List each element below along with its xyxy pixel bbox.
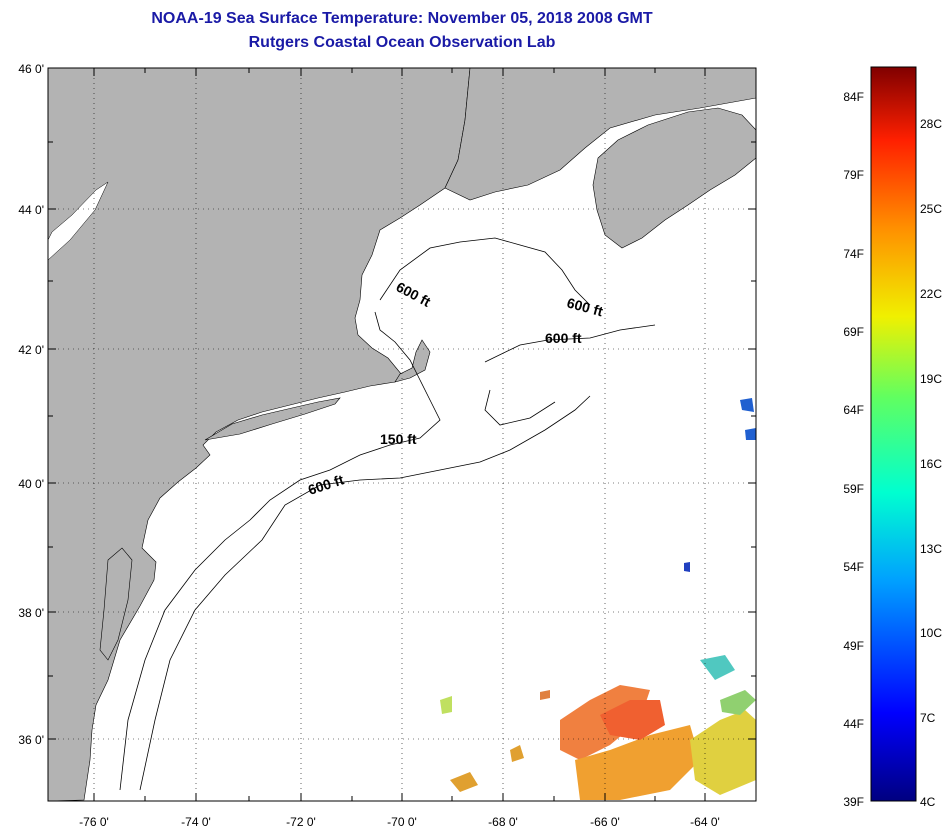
fahrenheit-label: 84F [843, 90, 864, 104]
lon-label: -64 0' [690, 815, 720, 829]
lon-label: -66 0' [590, 815, 620, 829]
fahrenheit-label: 39F [843, 795, 864, 809]
axis-ticks [48, 67, 756, 801]
land-long-island [204, 397, 341, 441]
fahrenheit-label: 79F [843, 168, 864, 182]
land-canada [444, 68, 756, 201]
fahrenheit-scale: 84F 79F 74F 69F 64F 59F 54F 49F 44F 39F [843, 90, 864, 809]
contour-gulf-of-maine [379, 237, 591, 306]
lon-label: -72 0' [286, 815, 316, 829]
fahrenheit-label: 64F [843, 403, 864, 417]
lon-label: -76 0' [79, 815, 109, 829]
fahrenheit-label: 44F [843, 717, 864, 731]
sst-data-overlay [440, 398, 756, 800]
land-cape-cod [394, 339, 431, 383]
lat-label: 40 0' [18, 477, 44, 491]
fahrenheit-label: 59F [843, 482, 864, 496]
contour-label: 150 ft [380, 431, 417, 447]
lat-label: 36 0' [18, 733, 44, 747]
celsius-label: 10C [920, 626, 942, 640]
fahrenheit-label: 54F [843, 560, 864, 574]
lon-label: -70 0' [387, 815, 417, 829]
contour-150ft [119, 311, 441, 791]
lat-label: 46 0' [18, 62, 44, 76]
fahrenheit-label: 74F [843, 247, 864, 261]
celsius-scale: 28C 25C 22C 19C 16C 13C 10C 7C 4C [920, 117, 942, 809]
fahrenheit-label: 69F [843, 325, 864, 339]
lat-axis-labels: 46 0' 44 0' 42 0' 40 0' 38 0' 36 0' [18, 62, 44, 747]
contour-label: 600 ft [545, 330, 582, 346]
lon-axis-labels: -76 0' -74 0' -72 0' -70 0' -68 0' -66 0… [79, 815, 720, 829]
lat-label: 44 0' [18, 203, 44, 217]
celsius-label: 16C [920, 457, 942, 471]
land-us-mainland [48, 68, 471, 801]
celsius-label: 4C [920, 795, 936, 809]
celsius-label: 22C [920, 287, 942, 301]
land-delmarva [99, 547, 133, 661]
lon-label: -74 0' [181, 815, 211, 829]
land-nova-scotia [592, 107, 756, 249]
lat-label: 42 0' [18, 343, 44, 357]
celsius-label: 13C [920, 542, 942, 556]
celsius-label: 25C [920, 202, 942, 216]
lon-label: -68 0' [488, 815, 518, 829]
map-subtitle: Rutgers Coastal Ocean Observation Lab [248, 34, 556, 51]
contour-600ft-shelf [139, 395, 591, 791]
lat-label: 38 0' [18, 606, 44, 620]
celsius-label: 7C [920, 711, 936, 725]
celsius-label: 19C [920, 372, 942, 386]
contour-georges-bank [484, 324, 656, 426]
map-title: NOAA-19 Sea Surface Temperature: Novembe… [151, 10, 653, 27]
lake-patch [48, 181, 109, 261]
colorbar-gradient [870, 66, 917, 802]
fahrenheit-label: 49F [843, 639, 864, 653]
celsius-label: 28C [920, 117, 942, 131]
